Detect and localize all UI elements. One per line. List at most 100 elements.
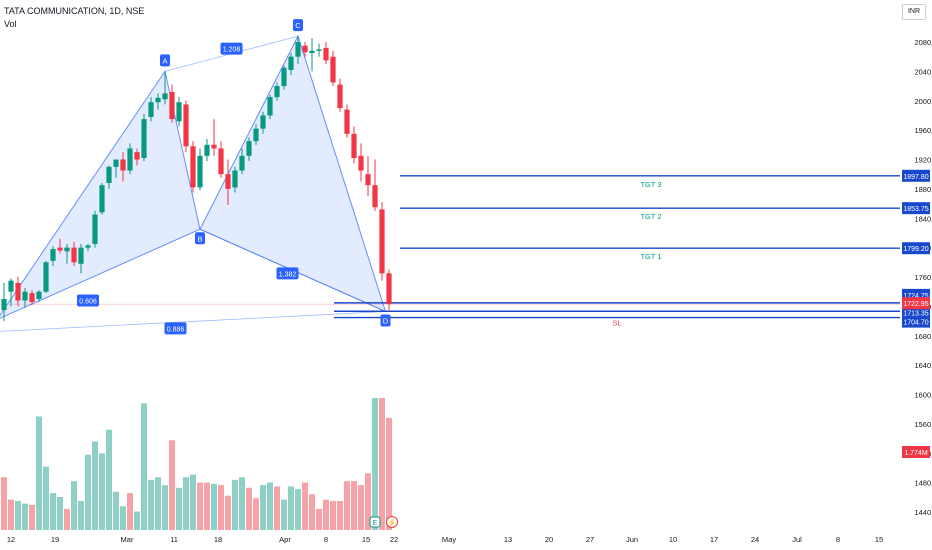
candle-body — [169, 91, 175, 120]
level-name-label: SL — [612, 319, 621, 328]
volume-bar — [15, 500, 21, 530]
candle-body — [1, 299, 7, 311]
pattern-point-badge — [380, 314, 391, 327]
candle-body — [15, 282, 21, 301]
y-tick-label: 1760.00 — [914, 273, 932, 282]
candle-body — [239, 155, 245, 171]
y-tick-label: 1920.00 — [914, 156, 932, 165]
volume-bar — [57, 497, 63, 530]
volume-bar — [197, 482, 203, 530]
level-price-label: 1713.35 — [903, 310, 928, 317]
pattern-point-badge — [293, 19, 303, 32]
level-price-badge — [902, 315, 930, 328]
volume-bar — [50, 493, 56, 530]
y-tick-label: 1680.00 — [914, 332, 932, 341]
level-price-badge — [902, 242, 930, 255]
candle-body — [71, 247, 77, 263]
volume-bar — [246, 487, 252, 530]
y-tick-label: 1600.00 — [914, 391, 932, 400]
x-tick-label: Jul — [792, 535, 802, 544]
volume-bar — [134, 511, 140, 530]
x-tick-label: 17 — [710, 535, 718, 544]
volume-bar — [365, 473, 371, 530]
candle-body — [183, 104, 189, 147]
volume-bar — [120, 506, 126, 530]
candle-body — [155, 97, 161, 103]
y-tick-label: 2000.00 — [914, 97, 932, 106]
volume-bar — [162, 485, 168, 530]
candle-body — [8, 280, 14, 292]
candle-body — [358, 155, 364, 171]
dividend-marker-label: ⚡ — [388, 518, 397, 527]
last-price-label: 1722.95 — [903, 301, 928, 308]
candle-body — [176, 102, 182, 122]
candle-body — [337, 84, 343, 109]
volume-bar — [316, 508, 322, 530]
ratio-badge — [77, 294, 99, 307]
y-tick-label: 1640.00 — [914, 361, 932, 370]
volume-bar — [106, 429, 112, 530]
volume-bar — [127, 493, 133, 530]
pattern-point-label: A — [162, 56, 167, 65]
candle-body — [344, 109, 350, 134]
candle-body — [274, 86, 280, 98]
candle-body — [99, 185, 105, 213]
level-price-badge — [902, 202, 930, 215]
candle-body — [197, 155, 203, 188]
level-price-label: 1799.20 — [903, 246, 928, 253]
candle-body — [106, 166, 112, 183]
candle-body — [323, 47, 329, 61]
candle-body — [225, 174, 231, 189]
level-price-label: 1897.80 — [903, 174, 928, 181]
candle-body — [330, 56, 336, 83]
x-tick-label: Jun — [626, 535, 638, 544]
last-price-badge — [902, 297, 930, 310]
volume-bar — [386, 417, 392, 530]
volume-value-badge — [902, 446, 930, 458]
volume-bar — [71, 481, 77, 530]
x-tick-label: 13 — [504, 535, 512, 544]
volume-bar — [288, 486, 294, 530]
ratio-label: 0.886 — [167, 326, 185, 333]
pattern-point-badge — [195, 232, 205, 245]
candle-body — [92, 214, 98, 244]
currency-button[interactable]: INR — [902, 4, 926, 20]
candle-body — [281, 67, 287, 87]
volume-bar — [309, 494, 315, 530]
volume-bar — [64, 508, 70, 530]
y-tick-label: 2080.00 — [914, 38, 932, 47]
x-tick-label: 18 — [214, 535, 222, 544]
candle-body — [351, 133, 357, 159]
candle-body — [267, 97, 273, 116]
volume-bar — [155, 477, 161, 530]
level-price-label: 1724.75 — [903, 293, 928, 300]
candle-body — [50, 249, 56, 261]
volume-bar — [78, 500, 84, 530]
y-tick-label: 1560.00 — [914, 420, 932, 429]
candle-body — [57, 247, 63, 251]
volume-bar — [295, 489, 301, 530]
earnings-marker-label: E — [373, 520, 378, 527]
candle-body — [43, 262, 49, 292]
candle-body — [162, 93, 168, 100]
ratio-badge — [220, 42, 243, 55]
candle-body — [365, 174, 371, 186]
candle-body — [316, 49, 322, 51]
ratio-label: 1.208 — [223, 47, 241, 54]
candle-body — [64, 247, 70, 252]
candle-body — [295, 42, 301, 57]
x-tick-label: 8 — [836, 535, 840, 544]
volume-bar — [176, 487, 182, 530]
volume-bar — [85, 454, 91, 530]
y-tick-label: 1840.00 — [914, 214, 932, 223]
volume-bar — [211, 483, 217, 530]
candle-body — [113, 159, 119, 167]
volume-bar — [225, 495, 231, 530]
candle-body — [246, 141, 252, 156]
volume-bar — [113, 491, 119, 530]
volume-bar — [323, 499, 329, 530]
volume-legend-label: Vol — [4, 19, 17, 29]
candle-body — [22, 291, 28, 301]
